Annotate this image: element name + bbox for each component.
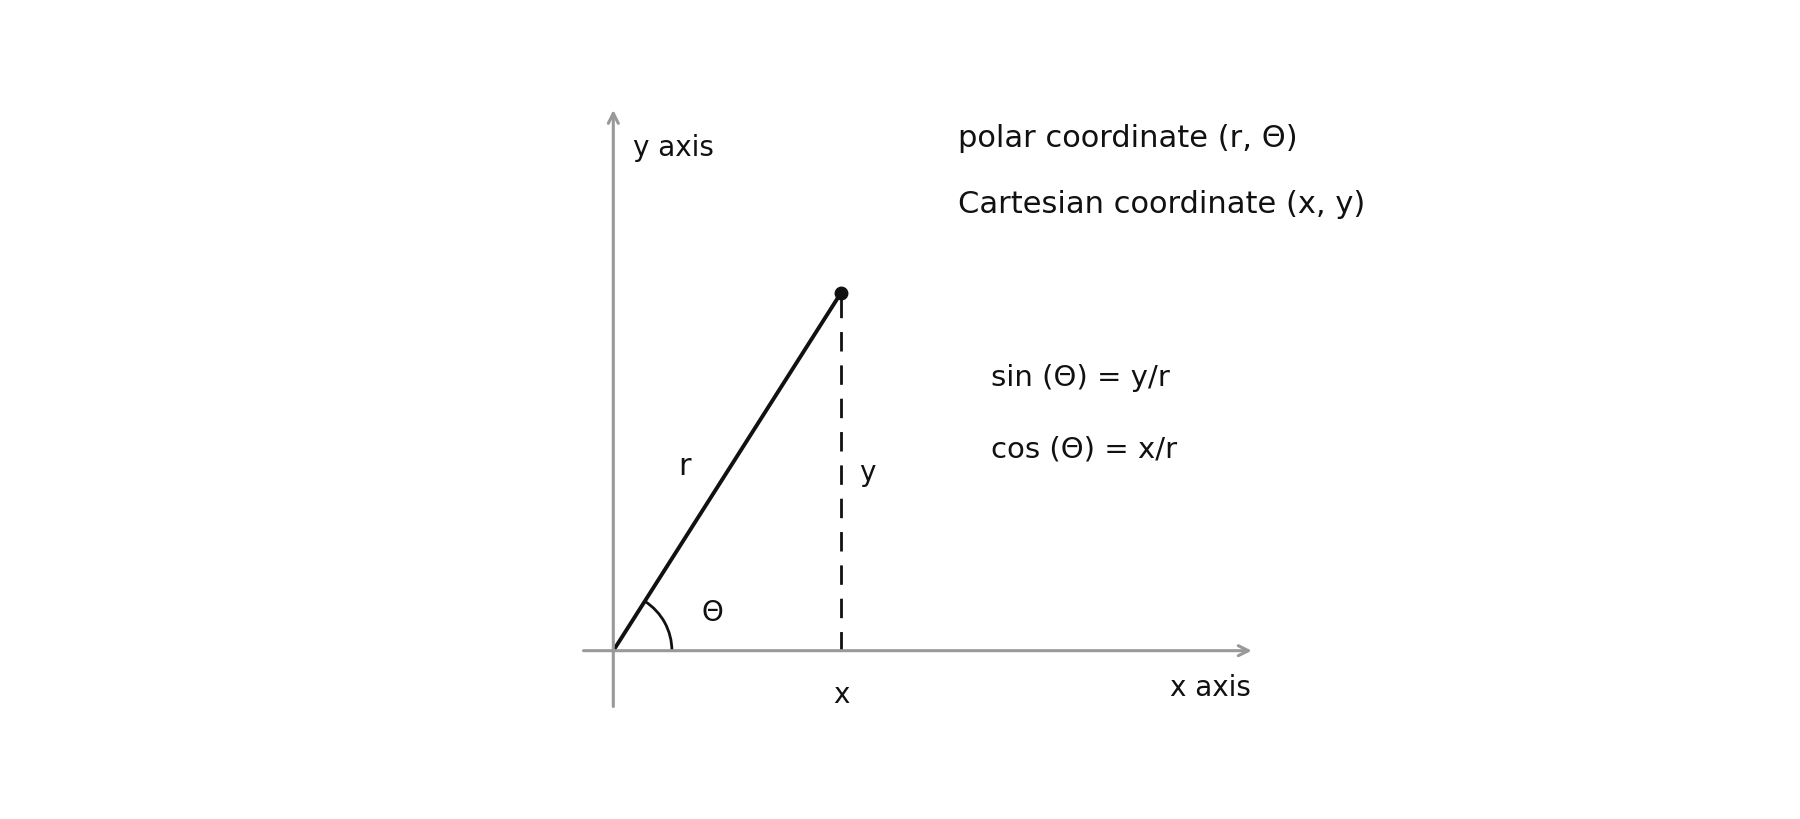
Text: Cartesian coordinate (x, y): Cartesian coordinate (x, y) [958,189,1366,218]
Text: y axis: y axis [634,134,715,162]
Text: x: x [833,680,850,708]
Text: Θ: Θ [702,598,724,626]
Text: sin (Θ) = y/r: sin (Θ) = y/r [990,364,1170,391]
Text: x axis: x axis [1170,674,1251,702]
Text: y: y [859,458,877,486]
Text: r: r [679,451,691,480]
Text: polar coordinate (r, Θ): polar coordinate (r, Θ) [958,124,1298,153]
Text: cos (Θ) = x/r: cos (Θ) = x/r [990,436,1177,464]
